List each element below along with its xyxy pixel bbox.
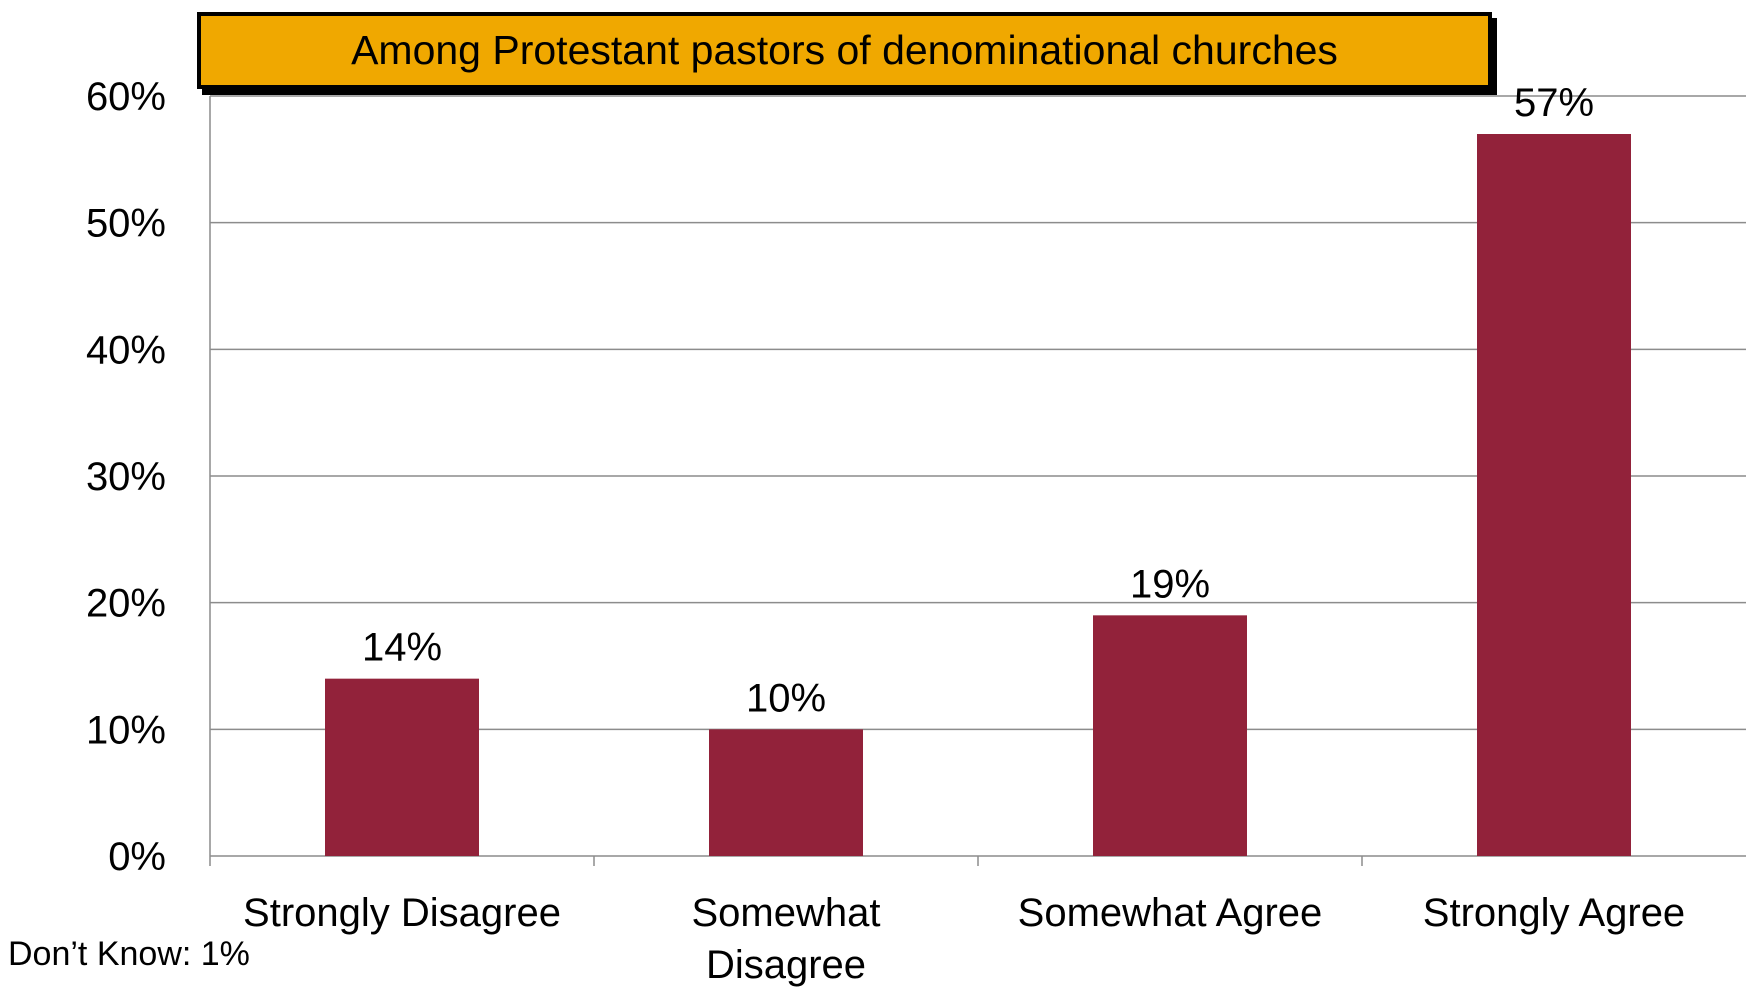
bars [325, 134, 1631, 856]
y-tick-label: 50% [86, 202, 166, 246]
x-tick-label: Strongly Agree [1423, 891, 1685, 935]
bar [1477, 134, 1631, 856]
chart-title: Among Protestant pastors of denomination… [351, 27, 1338, 73]
bar [1093, 615, 1247, 856]
bar [709, 729, 863, 856]
data-label: 57% [1514, 81, 1594, 125]
x-tick-label: Somewhat [692, 891, 881, 935]
data-label: 19% [1130, 562, 1210, 606]
dont-know-footnote: Don’t Know: 1% [8, 935, 250, 973]
data-label: 14% [362, 626, 442, 670]
y-tick-label: 60% [86, 75, 166, 119]
data-label: 10% [746, 676, 826, 720]
x-tick-label: Disagree [706, 943, 866, 987]
y-tick-label: 40% [86, 328, 166, 372]
y-tick-label: 10% [86, 708, 166, 752]
bar [325, 678, 479, 856]
y-tick-label: 30% [86, 455, 166, 499]
y-tick-label: 0% [108, 835, 166, 879]
y-tick-label: 20% [86, 582, 166, 626]
x-tick-label: Somewhat Agree [1018, 891, 1323, 935]
x-tick-label: Strongly Disagree [243, 891, 561, 935]
labels: 0% 10% 20% 30% 40% 50% 60% 14% Strongly Disagree… [86, 75, 1685, 987]
chart-title-banner: Among Protestant pastors of denomination… [197, 12, 1492, 89]
